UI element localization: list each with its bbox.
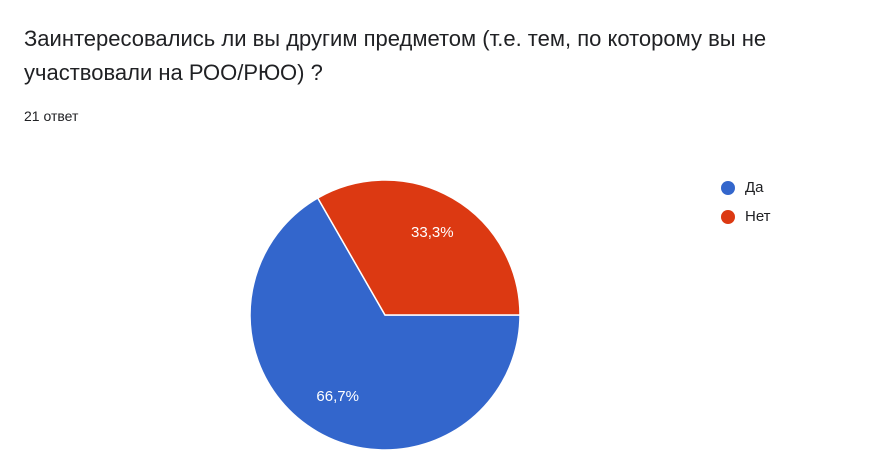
slice-label: 33,3% [411,224,454,241]
legend-swatch [721,210,735,224]
legend-swatch [721,181,735,195]
chart-title: Заинтересовались ли вы другим предметом … [24,26,767,85]
response-count: 21 ответ [24,108,79,124]
legend-label: Да [745,179,764,196]
slice-label: 66,7% [316,388,359,405]
pie-slice [249,196,521,451]
pie-slice [316,179,521,316]
legend-label: Нет [745,208,771,225]
